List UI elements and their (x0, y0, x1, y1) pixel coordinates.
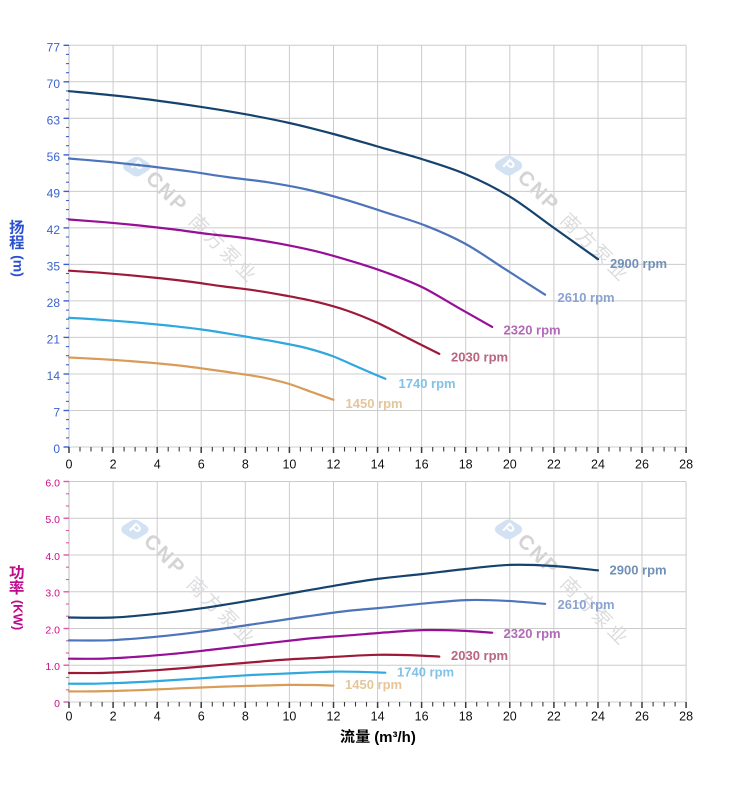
svg-text:26: 26 (635, 709, 649, 723)
svg-text:2.0: 2.0 (45, 624, 60, 636)
svg-text:22: 22 (547, 709, 561, 723)
svg-text:2900 rpm: 2900 rpm (610, 256, 667, 271)
svg-text:2030 rpm: 2030 rpm (451, 350, 508, 365)
svg-text:8: 8 (242, 709, 249, 723)
svg-text:26: 26 (635, 457, 649, 471)
svg-text:4: 4 (154, 709, 161, 723)
svg-text:4.0: 4.0 (45, 551, 60, 563)
svg-text:7: 7 (53, 406, 60, 420)
svg-text:1450 rpm: 1450 rpm (345, 677, 402, 692)
svg-text:2: 2 (110, 709, 117, 723)
svg-text:0: 0 (66, 709, 73, 723)
svg-text:(KW): (KW) (11, 600, 26, 630)
svg-text:6: 6 (198, 709, 205, 723)
svg-text:63: 63 (47, 113, 61, 127)
svg-text:2320 rpm: 2320 rpm (504, 323, 561, 338)
svg-text:16: 16 (415, 457, 429, 471)
svg-text:20: 20 (503, 709, 517, 723)
svg-text:2610 rpm: 2610 rpm (558, 290, 615, 305)
svg-text:56: 56 (47, 150, 61, 164)
svg-text:12: 12 (327, 709, 341, 723)
svg-text:2030 rpm: 2030 rpm (451, 648, 508, 663)
svg-text:16: 16 (415, 709, 429, 723)
svg-text:77: 77 (47, 40, 61, 54)
svg-text:18: 18 (459, 457, 473, 471)
svg-text:3.0: 3.0 (45, 588, 60, 600)
svg-text:20: 20 (503, 457, 517, 471)
svg-text:8: 8 (242, 457, 249, 471)
svg-text:28: 28 (47, 296, 61, 310)
svg-text:14: 14 (47, 369, 61, 383)
svg-text:2: 2 (110, 457, 117, 471)
svg-text:0: 0 (54, 698, 60, 710)
svg-text:10: 10 (282, 709, 296, 723)
svg-text:14: 14 (371, 709, 385, 723)
svg-text:24: 24 (591, 709, 605, 723)
svg-text:(m): (m) (11, 255, 27, 277)
svg-text:6: 6 (198, 457, 205, 471)
svg-text:4: 4 (154, 457, 161, 471)
svg-text:21: 21 (47, 332, 61, 346)
svg-text:2610 rpm: 2610 rpm (558, 597, 615, 612)
svg-text:0: 0 (53, 442, 60, 456)
svg-text:42: 42 (47, 223, 61, 237)
svg-text:1450 rpm: 1450 rpm (346, 396, 403, 411)
svg-text:18: 18 (459, 709, 473, 723)
svg-text:14: 14 (371, 457, 385, 471)
svg-text:1740 rpm: 1740 rpm (399, 376, 456, 391)
svg-text:28: 28 (679, 457, 693, 471)
svg-text:28: 28 (679, 709, 693, 723)
svg-text:12: 12 (327, 457, 341, 471)
svg-text:2320 rpm: 2320 rpm (504, 626, 561, 641)
svg-text:22: 22 (547, 457, 561, 471)
svg-text:24: 24 (591, 457, 605, 471)
svg-text:70: 70 (47, 77, 61, 91)
svg-text:(m³/h): (m³/h) (374, 729, 416, 746)
svg-text:10: 10 (282, 457, 296, 471)
svg-text:2900 rpm: 2900 rpm (610, 563, 667, 578)
svg-text:49: 49 (47, 186, 61, 200)
svg-text:0: 0 (66, 457, 73, 471)
svg-text:CNP: CNP (141, 167, 192, 218)
svg-text:1.0: 1.0 (45, 661, 60, 673)
svg-text:5.0: 5.0 (45, 514, 60, 526)
svg-text:35: 35 (47, 259, 61, 273)
svg-text:1740 rpm: 1740 rpm (397, 665, 454, 680)
svg-text:6.0: 6.0 (45, 477, 60, 489)
